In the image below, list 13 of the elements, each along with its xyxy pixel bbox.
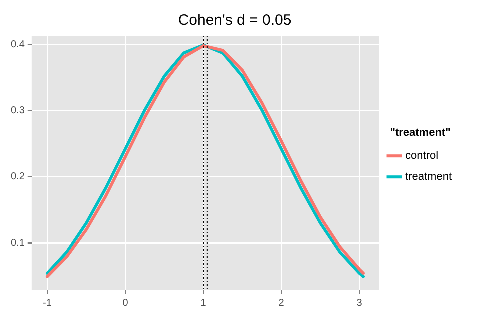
x-tick-label: -1 — [43, 298, 52, 309]
x-tick-label: 2 — [278, 298, 285, 309]
x-tick-label: 3 — [356, 298, 363, 309]
x-tick-label: 0 — [122, 298, 129, 309]
legend-label: control — [406, 150, 439, 162]
y-tick-label: 0.2 — [10, 172, 26, 183]
legend-title: "treatment" — [390, 126, 451, 139]
y-tick-label: 0.1 — [10, 238, 26, 249]
y-tick-label: 0.4 — [10, 39, 26, 50]
legend-label: treatment — [406, 171, 452, 184]
chart-title: Cohen's d = 0.05 — [178, 12, 292, 30]
y-tick-label: 0.3 — [10, 105, 26, 116]
x-tick-label: 1 — [200, 298, 207, 309]
